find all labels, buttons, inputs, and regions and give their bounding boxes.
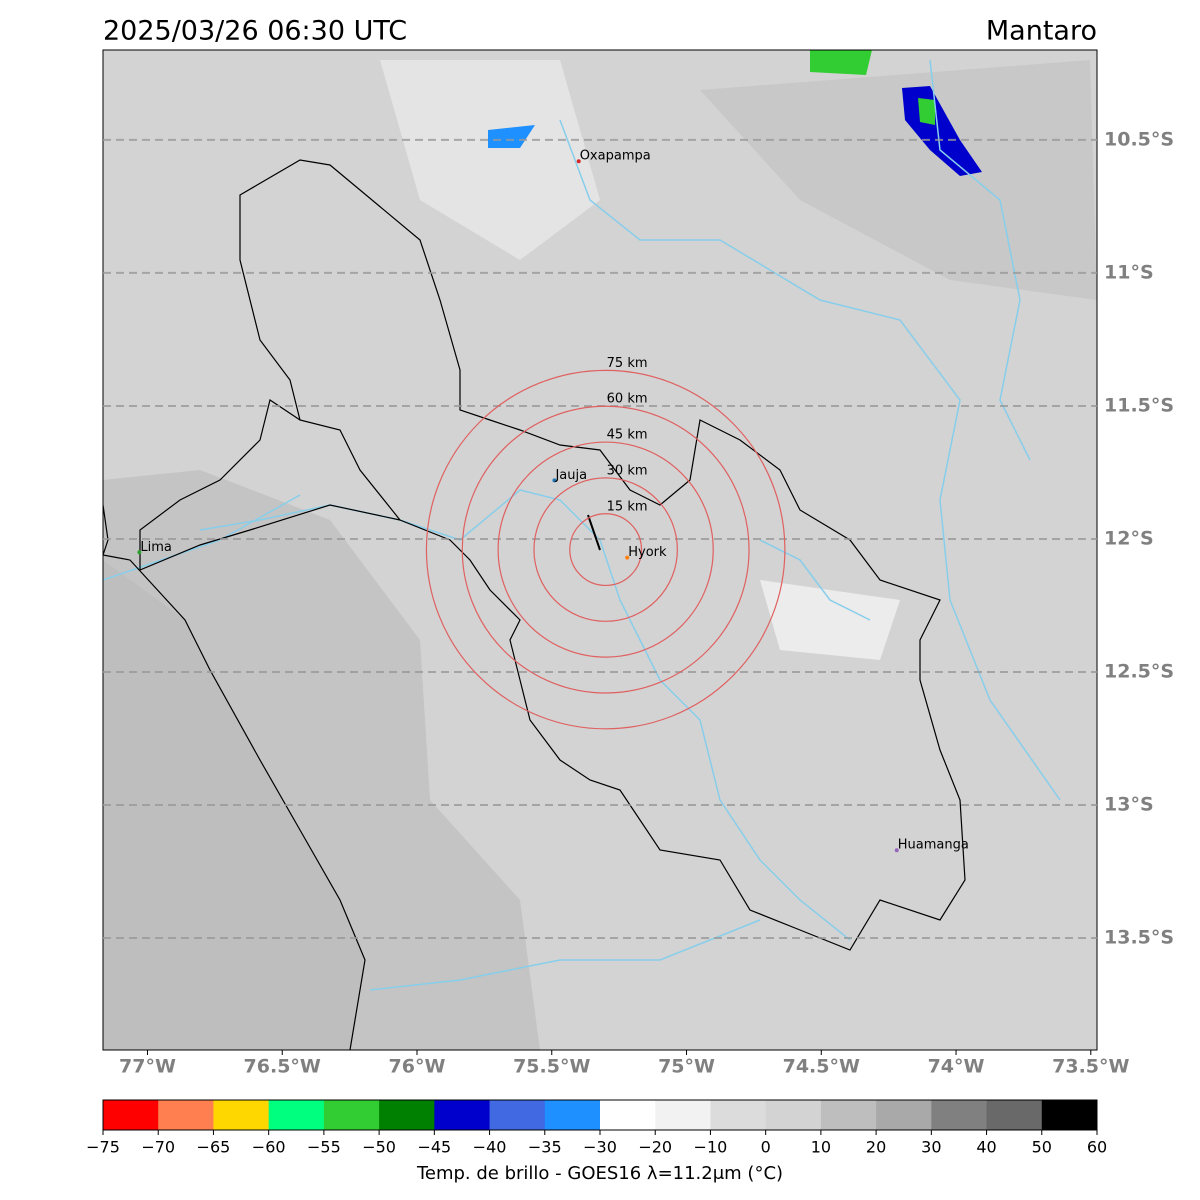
ring-label: 15 km	[607, 499, 648, 514]
colorbar-segment	[434, 1100, 491, 1130]
x-tick-label: 76.5°W	[244, 1056, 321, 1078]
x-tick-label: 76°W	[389, 1056, 446, 1078]
colorbar-tick-label: −40	[473, 1138, 507, 1157]
colorbar-segment	[820, 1100, 877, 1130]
colorbar-segment	[158, 1100, 214, 1130]
city-marker	[576, 159, 581, 164]
range-ring	[497, 441, 714, 658]
colorbar-tick-label: 20	[866, 1138, 886, 1157]
colorbar-label: Temp. de brillo - GOES16 λ=11.2μm (°C)	[416, 1163, 783, 1184]
colorbar-tick-label: 40	[976, 1138, 996, 1157]
city-marker	[552, 478, 557, 483]
title: 2025/03/26 06:30 UTC	[103, 16, 407, 47]
x-tick-label: 75°W	[658, 1056, 715, 1078]
x-tick-label: 75.5°W	[513, 1056, 590, 1078]
colorbar-tick-label: −45	[417, 1138, 451, 1157]
colorbar-segment	[1041, 1100, 1098, 1130]
colorbar-segment	[600, 1100, 656, 1130]
y-tick-label: 12.5°S	[1104, 660, 1174, 682]
colorbar-tick-label: −75	[86, 1138, 120, 1157]
ring-label: 75 km	[607, 356, 648, 371]
y-tick-label: 10.5°S	[1104, 128, 1174, 150]
colorbar-segment	[710, 1100, 767, 1130]
city-marker	[137, 550, 142, 555]
city-label: Oxapampa	[580, 149, 651, 164]
colorbar-segment	[986, 1100, 1043, 1130]
ring-label: 45 km	[607, 428, 648, 443]
city-marker	[894, 848, 899, 853]
city-label: Hyork	[628, 545, 667, 560]
map-frame	[102, 49, 1098, 1051]
city-label: Huamanga	[898, 838, 969, 853]
colorbar-tick-label: 60	[1087, 1138, 1107, 1157]
colorbar-segment	[379, 1100, 435, 1130]
colorbar-segment	[876, 1100, 932, 1130]
range-ring	[533, 477, 678, 622]
colorbar-tick-label: −20	[638, 1138, 672, 1157]
colorbar-segment	[213, 1100, 270, 1130]
colorbar-tick-label: −60	[252, 1138, 286, 1157]
colorbar-segment	[931, 1100, 988, 1130]
y-tick-label: 12°S	[1104, 527, 1154, 549]
region: Mantaro	[986, 16, 1097, 47]
y-tick-label: 11.5°S	[1104, 394, 1174, 416]
range-ring	[425, 369, 786, 730]
map-background	[103, 50, 1097, 1050]
colorbar-tick-label: −10	[694, 1138, 728, 1157]
colorbar-segment	[268, 1100, 325, 1130]
x-tick-label: 74°W	[928, 1056, 985, 1078]
city-label: Jauja	[554, 468, 587, 483]
colorbar-segment	[544, 1100, 601, 1130]
city-label: Lima	[140, 540, 171, 555]
colorbar-segment	[765, 1100, 822, 1130]
colorbar-tick-label: −70	[141, 1138, 175, 1157]
colorbar-tick-label: −50	[362, 1138, 396, 1157]
range-ring	[569, 513, 643, 587]
colorbar-tick-label: 50	[1032, 1138, 1052, 1157]
colorbar-tick-label: −30	[583, 1138, 617, 1157]
colorbar-tick-label: −55	[307, 1138, 341, 1157]
colorbar-tick-label: −35	[528, 1138, 562, 1157]
y-tick-label: 13.5°S	[1104, 927, 1174, 949]
colorbar-segment	[323, 1100, 380, 1130]
city-marker	[625, 555, 630, 560]
colorbar-segment	[103, 1100, 159, 1130]
colorbar-tick-label: 0	[761, 1138, 771, 1157]
x-tick-label: 73.5°W	[1052, 1056, 1129, 1078]
colorbar-tick-label: 10	[811, 1138, 831, 1157]
x-tick-label: 77°W	[119, 1056, 176, 1078]
colorbar-segment	[489, 1100, 546, 1130]
y-tick-label: 11°S	[1104, 261, 1154, 283]
ring-label: 60 km	[607, 392, 648, 407]
colorbar-tick-label: −65	[197, 1138, 231, 1157]
y-tick-label: 13°S	[1104, 793, 1154, 815]
x-tick-label: 74.5°W	[783, 1056, 860, 1078]
ring-label: 30 km	[607, 463, 648, 478]
range-ring	[461, 405, 750, 694]
colorbar-segment	[655, 1100, 711, 1130]
colorbar-tick-label: 30	[921, 1138, 941, 1157]
